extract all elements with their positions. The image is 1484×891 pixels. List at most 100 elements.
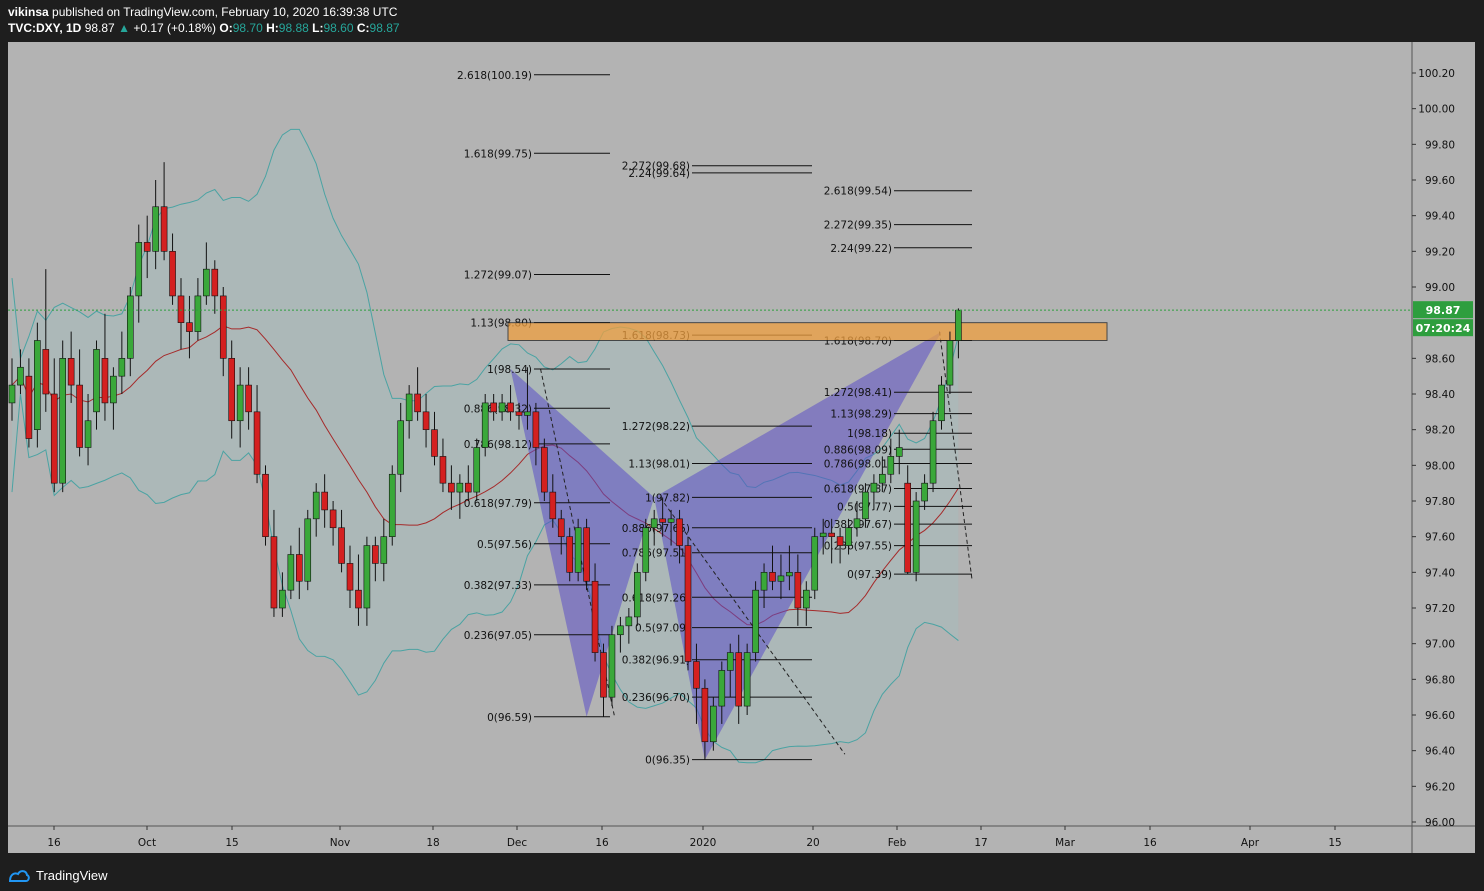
candle-body[interactable] <box>819 532 827 537</box>
candle-body[interactable] <box>295 554 303 582</box>
candle-body[interactable] <box>372 545 379 564</box>
candle-body[interactable] <box>152 206 159 252</box>
candle-body[interactable] <box>431 429 438 457</box>
candle-body[interactable] <box>363 545 371 609</box>
candle-body[interactable] <box>532 411 540 448</box>
candle-body[interactable] <box>566 536 574 573</box>
candle-body[interactable] <box>110 375 117 404</box>
candle-body[interactable] <box>726 652 734 671</box>
candle-body[interactable] <box>498 402 506 413</box>
candle-body[interactable] <box>743 652 751 707</box>
candle-body[interactable] <box>828 532 835 537</box>
candle-body[interactable] <box>617 625 624 636</box>
tradingview-brand[interactable]: TradingView <box>36 868 108 883</box>
candle-body[interactable] <box>541 447 548 493</box>
candle-body[interactable] <box>228 358 235 422</box>
tradingview-logo-icon[interactable] <box>8 869 30 883</box>
candle-body[interactable] <box>904 482 912 573</box>
candle-body[interactable] <box>50 393 58 484</box>
candle-body[interactable] <box>710 705 717 743</box>
candle-body[interactable] <box>769 572 776 582</box>
candle-body[interactable] <box>194 295 202 332</box>
candle-body[interactable] <box>642 527 650 573</box>
candle-body[interactable] <box>93 349 100 413</box>
candle-body[interactable] <box>245 384 252 413</box>
candle-body[interactable] <box>591 580 599 653</box>
candle-body[interactable] <box>862 491 869 520</box>
candle-body[interactable] <box>25 375 33 439</box>
time-axis[interactable] <box>8 826 1475 853</box>
candle-body[interactable] <box>287 554 295 591</box>
candle-body[interactable] <box>608 634 616 698</box>
candle-body[interactable] <box>811 536 819 591</box>
candle-body[interactable] <box>912 500 920 573</box>
candle-body[interactable] <box>777 575 785 582</box>
candle-body[interactable] <box>929 420 937 484</box>
candle-body[interactable] <box>718 670 726 707</box>
candle-body[interactable] <box>177 295 185 323</box>
symbol-name[interactable]: TVC:DXY, 1D <box>8 21 82 35</box>
candle-body[interactable] <box>473 447 481 493</box>
candle-body[interactable] <box>160 206 168 252</box>
candle-body[interactable] <box>388 473 396 537</box>
candle-body[interactable] <box>895 447 903 457</box>
candle-body[interactable] <box>338 527 345 564</box>
price-axis[interactable] <box>1412 42 1475 826</box>
candle-body[interactable] <box>921 482 928 502</box>
candle-body[interactable] <box>219 295 227 359</box>
candle-body[interactable] <box>321 491 328 511</box>
candle-body[interactable] <box>304 518 312 582</box>
candle-body[interactable] <box>118 358 126 377</box>
candle-body[interactable] <box>203 268 210 297</box>
candle-body[interactable] <box>329 509 337 529</box>
candle-body[interactable] <box>84 420 92 448</box>
candle-body[interactable] <box>549 491 557 520</box>
candle-body[interactable] <box>135 242 143 297</box>
candle-body[interactable] <box>253 411 261 475</box>
candle-body[interactable] <box>186 322 193 332</box>
candle-body[interactable] <box>515 411 523 416</box>
candle-body[interactable] <box>676 518 683 546</box>
candle-body[interactable] <box>650 518 658 529</box>
candle-body[interactable] <box>42 349 50 395</box>
candle-body[interactable] <box>414 393 421 413</box>
candle-body[interactable] <box>355 589 362 609</box>
candle-body[interactable] <box>456 482 464 493</box>
candle-body[interactable] <box>76 384 83 448</box>
candle-body[interactable] <box>127 295 134 359</box>
candle-body[interactable] <box>583 527 590 582</box>
candle-body[interactable] <box>397 420 405 475</box>
candle-body[interactable] <box>34 340 41 430</box>
candle-body[interactable] <box>667 518 675 523</box>
candle-body[interactable] <box>8 384 16 404</box>
candle-body[interactable] <box>794 572 802 609</box>
candle-body[interactable] <box>448 482 455 493</box>
candle-body[interactable] <box>17 366 24 386</box>
candle-body[interactable] <box>659 518 666 523</box>
candle-body[interactable] <box>422 411 430 430</box>
candle-body[interactable] <box>879 473 886 484</box>
candle-body[interactable] <box>464 482 472 493</box>
candle-body[interactable] <box>236 384 244 422</box>
candle-body[interactable] <box>439 456 447 484</box>
candle-body[interactable] <box>557 518 565 537</box>
candle-body[interactable] <box>625 616 633 627</box>
candle-body[interactable] <box>59 358 67 484</box>
candle-body[interactable] <box>946 340 954 386</box>
candle-body[interactable] <box>870 482 878 493</box>
candle-body[interactable] <box>524 411 531 416</box>
candle-body[interactable] <box>887 456 895 475</box>
candle-body[interactable] <box>735 652 743 707</box>
candle-body[interactable] <box>279 589 286 609</box>
candle-body[interactable] <box>574 527 582 573</box>
candle-body[interactable] <box>481 402 489 448</box>
publisher-name[interactable]: vikinsa <box>8 5 49 19</box>
candle-body[interactable] <box>836 536 844 546</box>
candle-body[interactable] <box>101 358 109 404</box>
candle-body[interactable] <box>786 572 793 577</box>
candle-body[interactable] <box>701 687 709 743</box>
candle-body[interactable] <box>752 589 759 653</box>
candle-body[interactable] <box>955 309 962 341</box>
candle-body[interactable] <box>405 393 413 422</box>
